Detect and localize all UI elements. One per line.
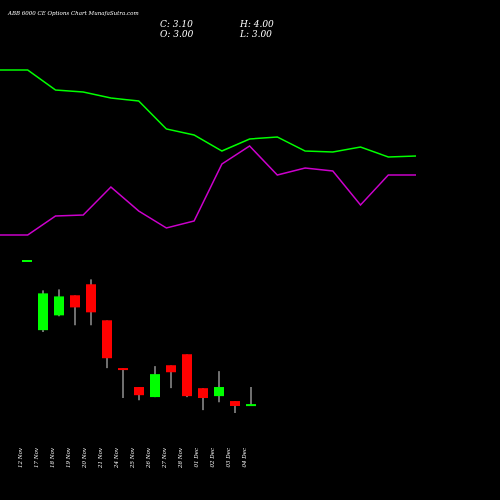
candle-body (38, 293, 48, 331)
x-tick-label: 03 Dec (226, 448, 232, 468)
candle-body (166, 365, 176, 373)
candle-body (182, 354, 192, 397)
x-tick-label: 27 Nov (162, 447, 168, 469)
x-tick-label: 24 Nov (114, 447, 120, 469)
x-tick-label: 18 Nov (50, 447, 56, 468)
candle-body (22, 260, 32, 262)
x-tick-label: 01 Dec (194, 448, 200, 468)
open-label: O: 3.00 (160, 30, 194, 40)
chart-title: ABB 6000 CE Options Chart MunafaSutra.co… (7, 11, 139, 17)
candle-body (246, 404, 256, 407)
high-label: H: 4.00 (239, 20, 274, 30)
close-label: C: 3.10 (160, 20, 193, 30)
x-tick-label: 02 Dec (210, 448, 216, 468)
candle-body (70, 295, 80, 308)
x-tick-label: 25 Nov (130, 447, 136, 469)
candle-body (102, 320, 112, 359)
x-tick-label: 20 Nov (82, 447, 88, 469)
candle-body (214, 387, 224, 397)
x-tick-label: 04 Dec (242, 448, 248, 468)
x-tick-label: 26 Nov (146, 447, 152, 469)
low-label: L: 3.00 (239, 30, 272, 40)
indicator-line (0, 145, 416, 236)
candle-body (118, 368, 128, 371)
x-tick-label: 21 Nov (98, 447, 104, 469)
x-tick-label: 19 Nov (66, 447, 72, 468)
candle-body (134, 387, 144, 396)
x-tick-label: 12 Nov (18, 447, 24, 468)
x-tick-label: 28 Nov (178, 447, 184, 469)
candle-body (86, 284, 96, 313)
candle-body (198, 388, 208, 399)
indicator-line (0, 69, 417, 158)
candle-body (150, 374, 160, 398)
x-tick-label: 17 Nov (34, 447, 40, 468)
candle-body (54, 296, 64, 316)
candle-body (230, 401, 240, 406)
